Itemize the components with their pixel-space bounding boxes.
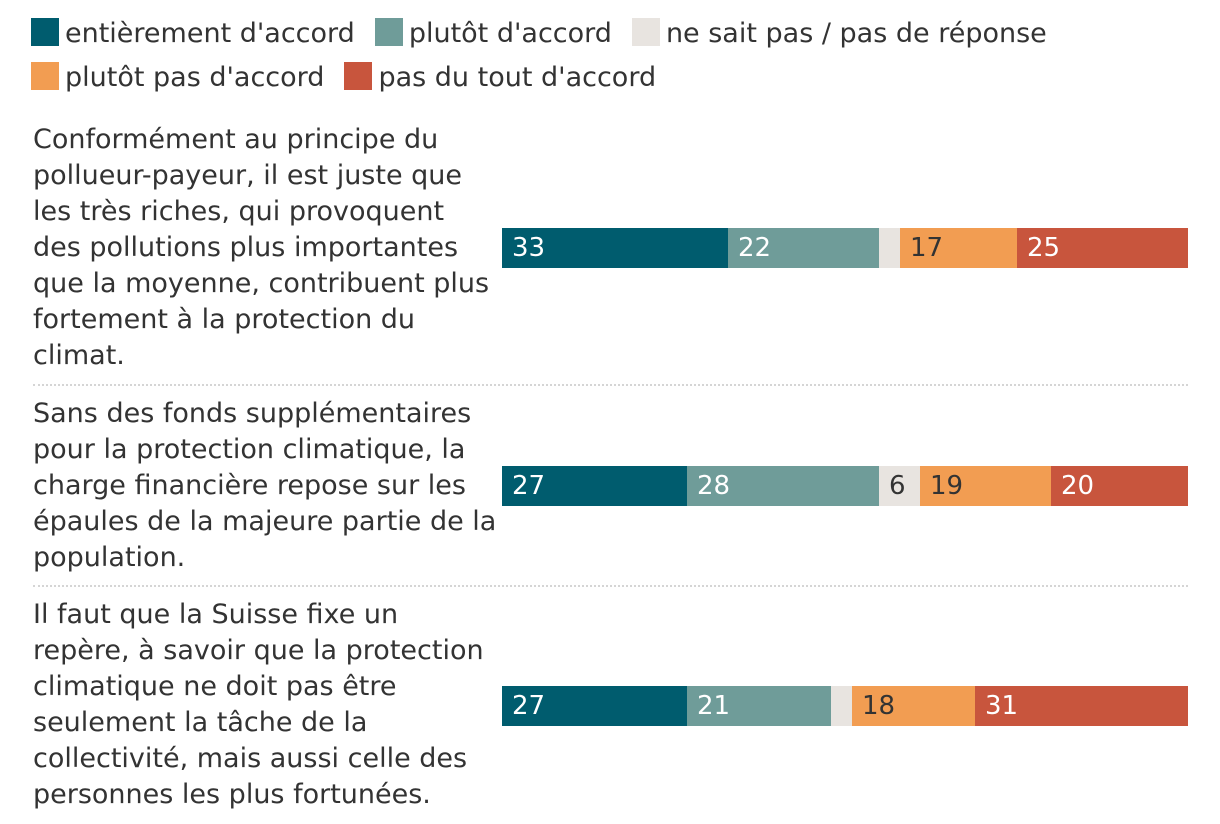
legend-label: plutôt d'accord [408,18,612,49]
category-label: Sans des fonds supplémentaires pour la p… [33,398,497,573]
bar-segment [831,686,852,726]
bar-segment: 27 [502,686,687,726]
legend-item: entièrement d'accord [31,12,355,56]
legend-swatch [631,18,660,46]
bar-segment: 22 [728,228,879,268]
bar-segment: 20 [1051,466,1188,506]
legend-item: pas du tout d'accord [344,56,656,100]
row-divider [33,384,1188,386]
bar-segment: 31 [975,686,1188,726]
bar-segment: 25 [1017,228,1188,268]
legend-label: plutôt pas d'accord [65,62,325,93]
category-label: Il faut que la Suisse fixe un repère, à … [33,599,484,810]
bar-segment: 18 [852,686,975,726]
bar-segment: 28 [687,466,879,506]
legend-label: entièrement d'accord [65,18,355,49]
bar-segment: 6 [879,466,920,506]
category-label: Conformément au principe du pollueur-pay… [33,124,490,371]
legend-label: ne sait pas / pas de réponse [665,18,1047,49]
legend-swatch [31,18,59,46]
legend-item: ne sait pas / pas de réponse [631,12,1047,56]
bar-segment: 27 [502,466,687,506]
legend-label: pas du tout d'accord [378,62,657,93]
legend-swatch [374,18,403,46]
bar-segment: 17 [900,228,1017,268]
chart-legend: entièrement d'accord plutôt d'accord ne sa… [31,12,1196,100]
row-divider [33,585,1188,587]
bar-segment: 21 [687,686,831,726]
bar-segment: 19 [920,466,1051,506]
legend-swatch [31,62,59,90]
legend-item: plutôt pas d'accord [31,56,324,100]
bar-segment [879,228,900,268]
legend-swatch [344,62,373,90]
legend-item: plutôt d'accord [374,12,612,56]
bar-segment: 33 [502,228,728,268]
